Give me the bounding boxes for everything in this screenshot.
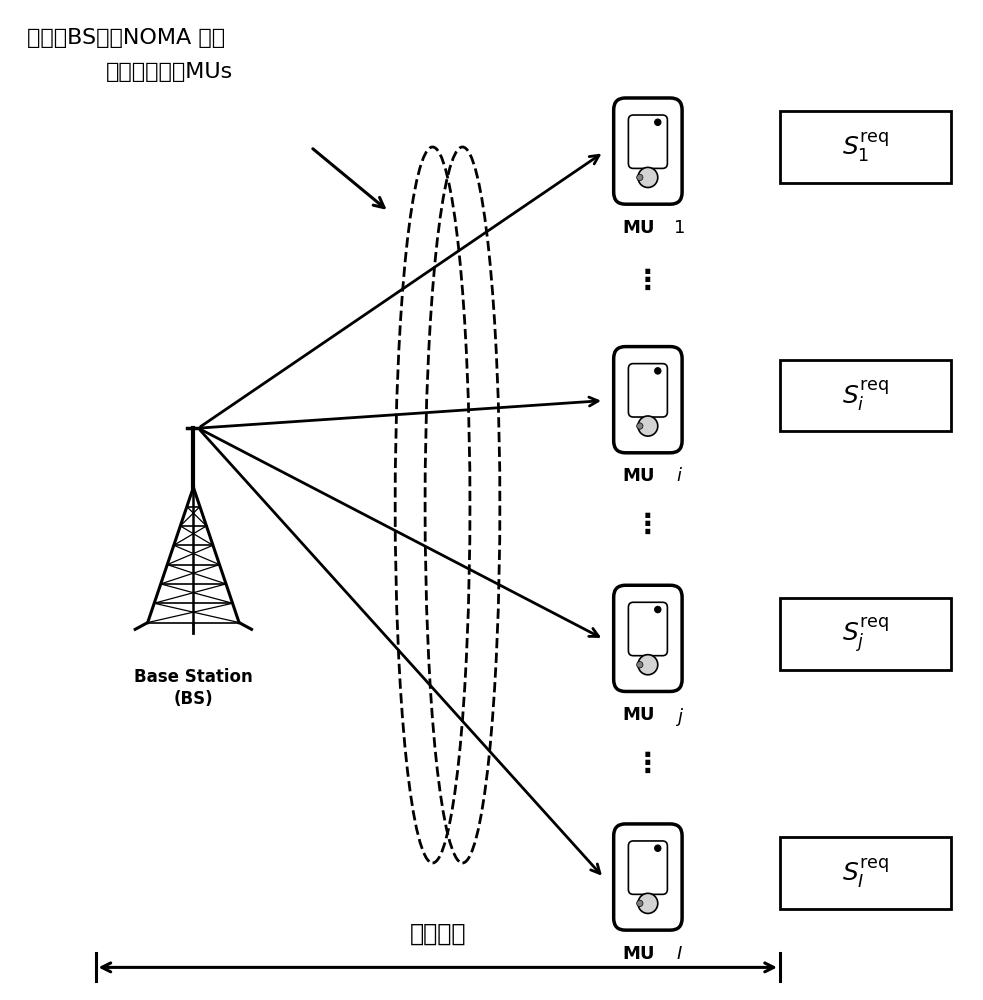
Text: $\mathbf{MU}$: $\mathbf{MU}$ (621, 945, 655, 963)
Text: 下行：BS使用NOMA 技术: 下行：BS使用NOMA 技术 (28, 28, 225, 48)
Circle shape (638, 655, 658, 675)
Circle shape (655, 606, 661, 613)
Bar (780, 360, 951, 431)
Circle shape (638, 167, 658, 188)
Text: ⋮: ⋮ (634, 750, 662, 778)
Text: $S_{i}^{\rm req}$: $S_{i}^{\rm req}$ (841, 378, 889, 413)
Circle shape (655, 845, 661, 851)
Text: $\mathbf{\mathit{I}}$: $\mathbf{\mathit{I}}$ (675, 945, 682, 963)
Text: ⋮: ⋮ (634, 511, 662, 539)
Circle shape (637, 662, 643, 668)
Bar (780, 837, 951, 909)
FancyBboxPatch shape (613, 347, 682, 453)
Text: $\mathbf{MU}$: $\mathbf{MU}$ (621, 219, 655, 237)
Bar (780, 598, 951, 670)
Text: 发送数据量到MUs: 发送数据量到MUs (105, 62, 233, 82)
Circle shape (638, 416, 658, 436)
Text: ⋮: ⋮ (634, 267, 662, 295)
Circle shape (638, 893, 658, 913)
Bar (780, 111, 951, 183)
Text: 传输时间: 传输时间 (410, 922, 466, 946)
FancyBboxPatch shape (628, 115, 667, 168)
Circle shape (655, 119, 661, 125)
Circle shape (655, 368, 661, 374)
Text: $\mathbf{\mathit{1}}$: $\mathbf{\mathit{1}}$ (673, 219, 685, 237)
Text: $S_{1}^{\rm req}$: $S_{1}^{\rm req}$ (841, 130, 889, 164)
Text: $\mathbf{\mathit{j}}$: $\mathbf{\mathit{j}}$ (674, 706, 684, 728)
FancyBboxPatch shape (613, 824, 682, 930)
FancyBboxPatch shape (628, 841, 667, 894)
Text: $\mathbf{\mathit{i}}$: $\mathbf{\mathit{i}}$ (675, 467, 682, 485)
Text: $\mathbf{MU}$: $\mathbf{MU}$ (621, 467, 655, 485)
Text: $S_{j}^{\rm req}$: $S_{j}^{\rm req}$ (841, 615, 889, 654)
Circle shape (637, 174, 643, 181)
FancyBboxPatch shape (613, 98, 682, 204)
Circle shape (637, 423, 643, 429)
FancyBboxPatch shape (628, 602, 667, 656)
FancyBboxPatch shape (628, 364, 667, 417)
Text: $\mathbf{MU}$: $\mathbf{MU}$ (621, 706, 655, 724)
FancyBboxPatch shape (613, 585, 682, 691)
Circle shape (637, 900, 643, 907)
Text: $S_{I}^{\rm req}$: $S_{I}^{\rm req}$ (841, 856, 889, 890)
Text: Base Station
(BS): Base Station (BS) (134, 668, 253, 708)
